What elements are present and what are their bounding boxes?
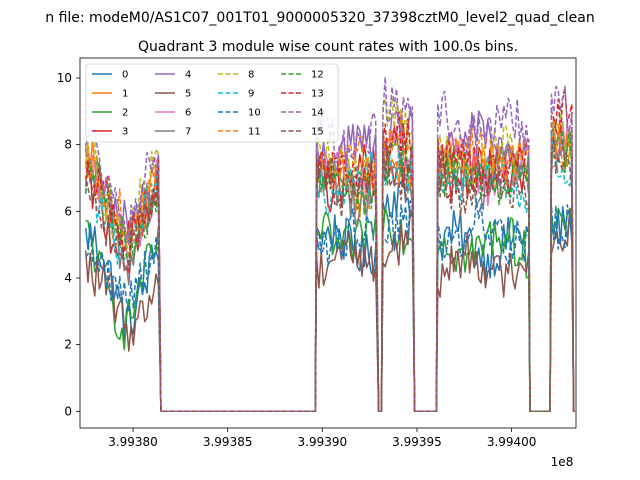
series-line-11 — [84, 112, 575, 413]
y-axis: 0 2 4 6 8 10 — [57, 71, 80, 418]
y-tick-label: 6 — [64, 204, 72, 218]
y-tick-label: 4 — [64, 271, 72, 285]
legend-box — [85, 63, 339, 143]
axes-frame — [79, 57, 577, 429]
y-tick-label: 0 — [64, 404, 72, 418]
x-tick-label: 3.99390 — [298, 435, 348, 449]
legend-label: 6 — [185, 108, 191, 119]
series-line-14 — [84, 76, 575, 413]
figure-suptitle: n file: modeM0/AS1C07_001T01_9000005320_… — [45, 10, 594, 26]
series-line-15 — [84, 135, 575, 413]
legend-label: 9 — [248, 89, 254, 100]
legend-label: 11 — [248, 127, 261, 138]
x-tick-label: 3.99395 — [392, 435, 442, 449]
y-tick-label: 2 — [64, 338, 72, 352]
legend-label: 10 — [248, 108, 261, 119]
legend-label: 8 — [248, 70, 254, 81]
series-line-2 — [85, 206, 575, 413]
legend-label: 15 — [311, 127, 324, 138]
series-line-8 — [84, 97, 575, 413]
x-tick-label: 3.99400 — [487, 435, 537, 449]
series-line-10 — [85, 198, 575, 413]
y-tick-label: 8 — [64, 138, 72, 152]
y-tick-label: 10 — [57, 71, 72, 85]
legend-label: 0 — [122, 70, 128, 81]
legend-label: 5 — [185, 89, 191, 100]
legend-label: 14 — [311, 108, 324, 119]
legend-label: 13 — [311, 89, 324, 100]
x-tick-label: 3.99380 — [108, 435, 158, 449]
series-line-5 — [84, 206, 575, 413]
chart-title: Quadrant 3 module wise count rates with … — [138, 39, 518, 55]
x-tick-label: 3.99385 — [203, 435, 253, 449]
legend-label: 1 — [122, 89, 128, 100]
series-line-13 — [84, 89, 575, 413]
x-axis: 3.99380 3.99385 3.99390 3.99395 3.99400 — [108, 428, 536, 449]
legend-label: 4 — [185, 70, 191, 81]
legend-label: 7 — [185, 127, 191, 138]
legend-label: 3 — [122, 127, 128, 138]
x-offset-label: 1e8 — [551, 455, 574, 469]
legend-label: 12 — [311, 70, 324, 81]
plot-area — [84, 76, 575, 413]
legend-label: 2 — [122, 108, 128, 119]
